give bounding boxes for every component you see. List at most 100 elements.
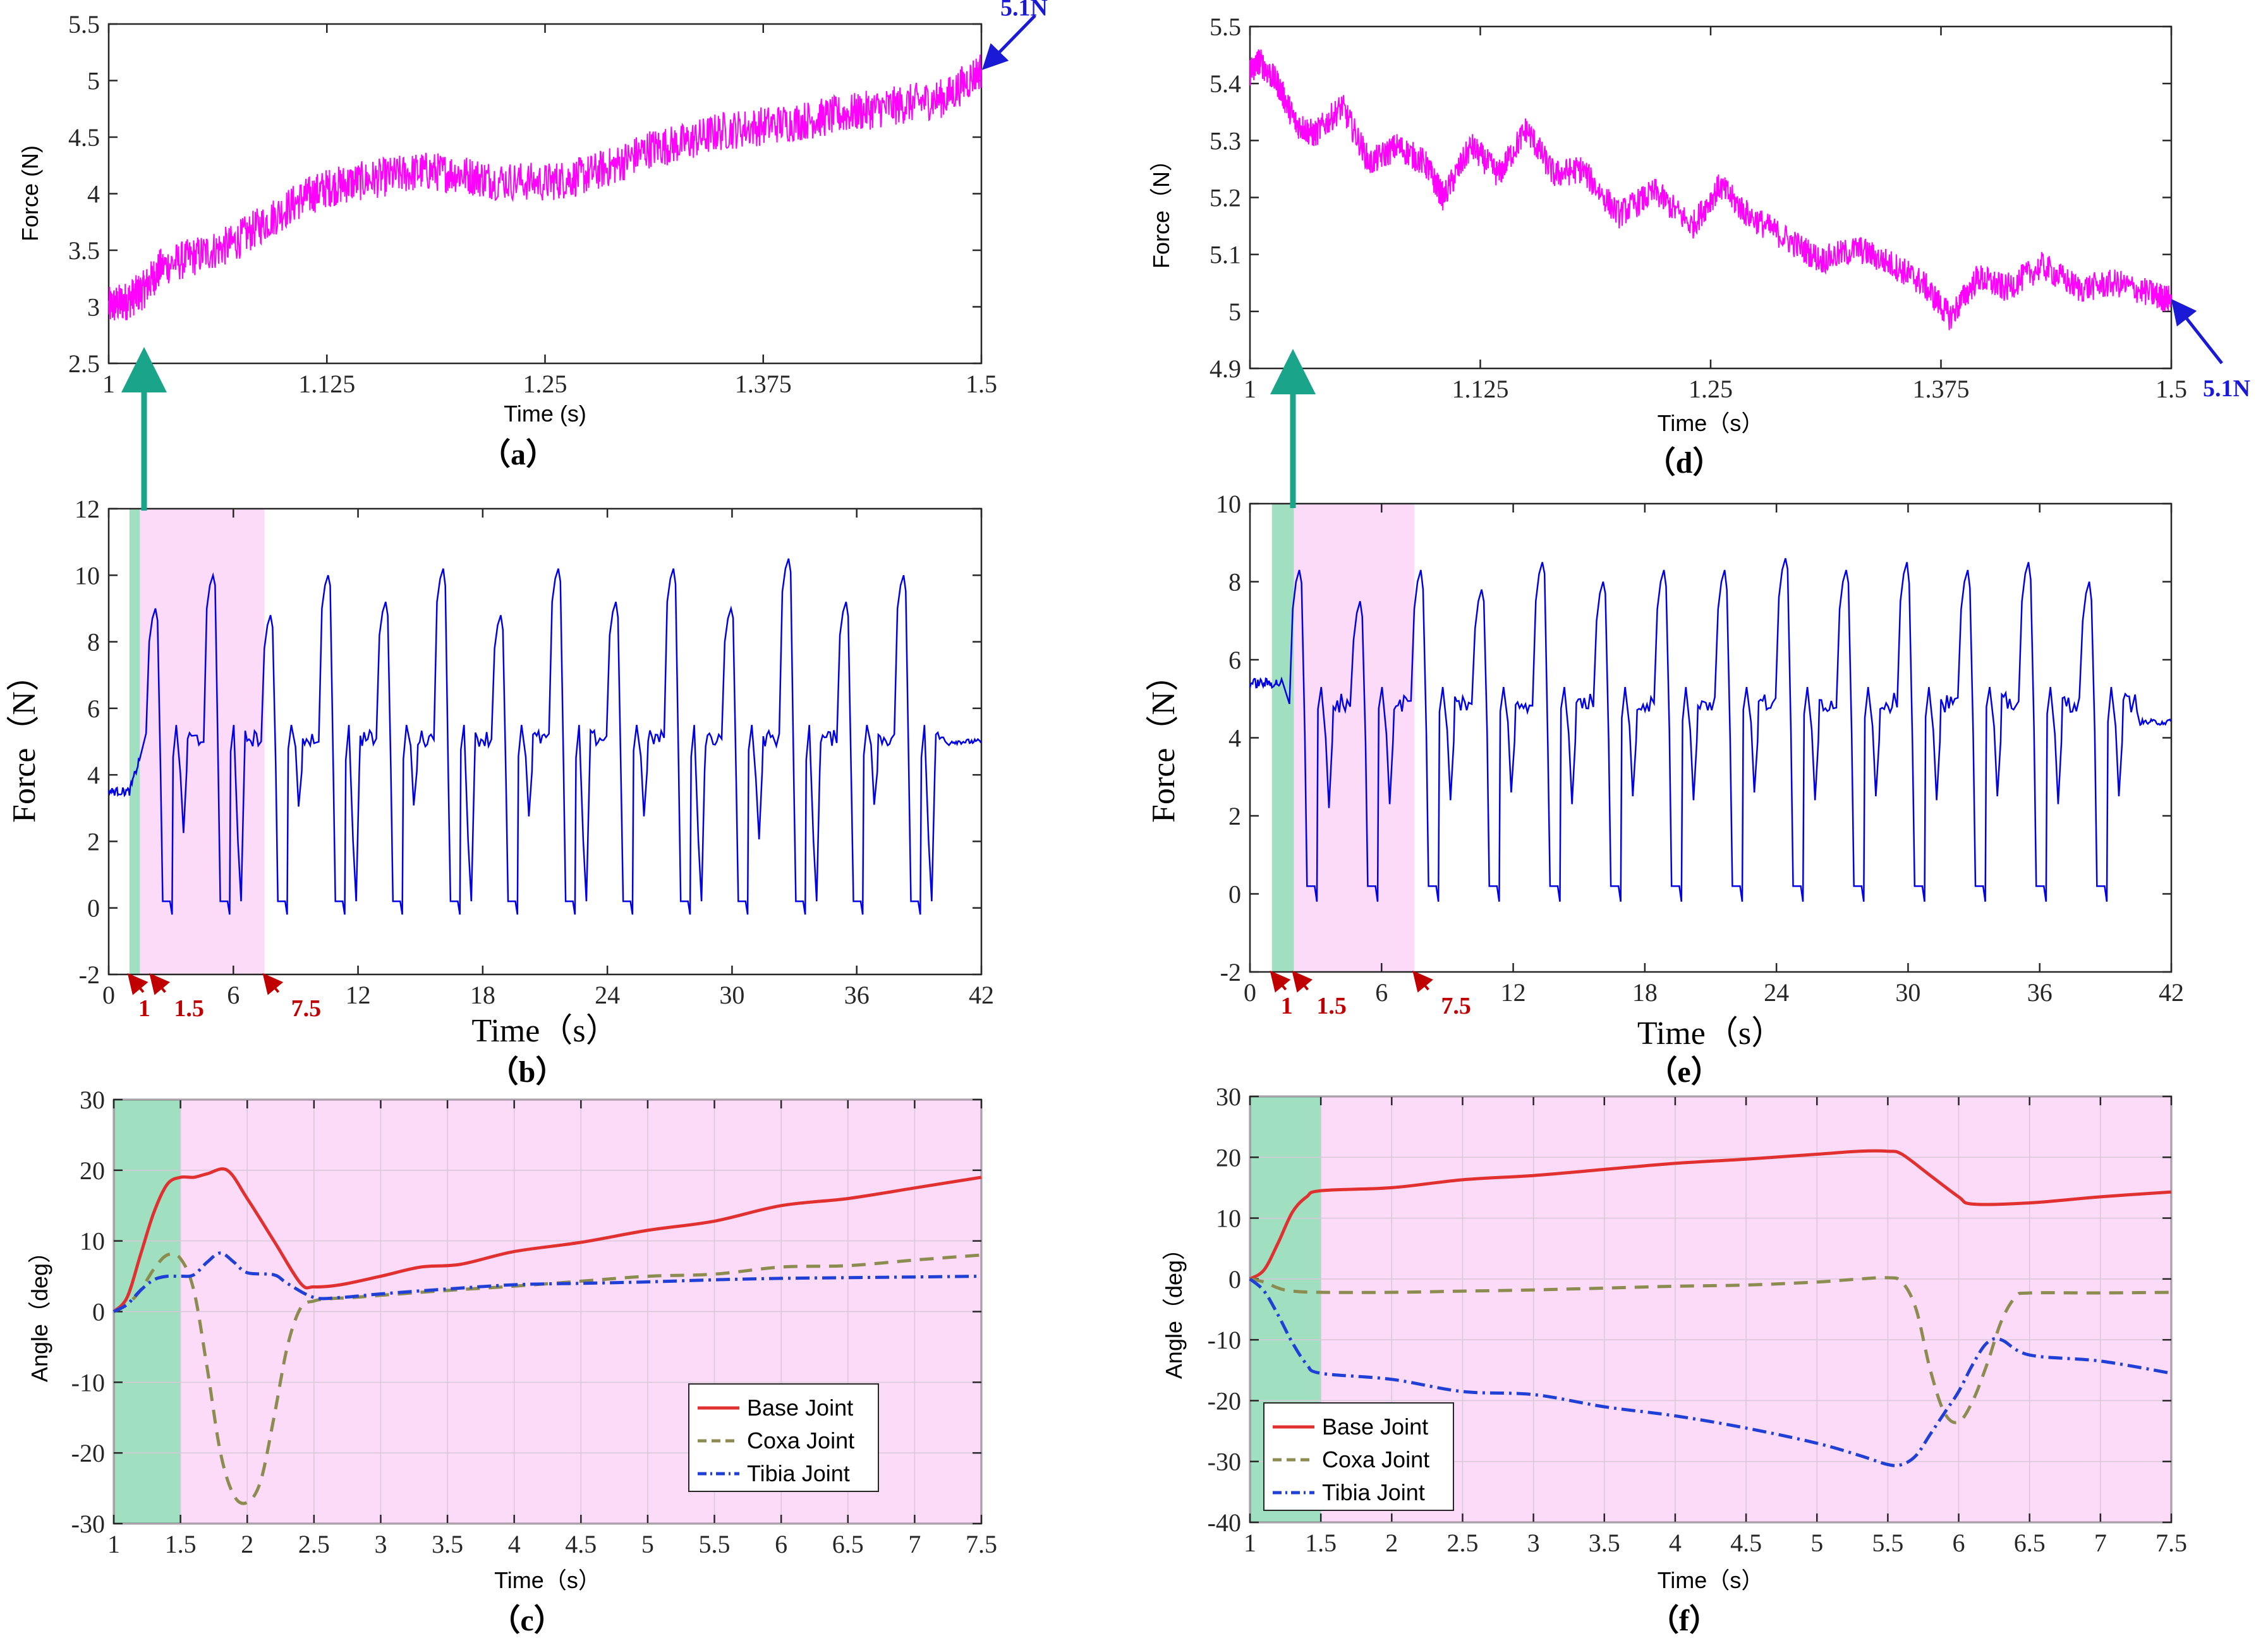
x-tick-label: 18 [1632,978,1658,1007]
highlight-green [1271,504,1294,972]
plot-frame [107,507,983,976]
x-tick-label: 3.5 [432,1530,463,1558]
y-tick-label: 10 [1216,490,1241,518]
marker-arrow [149,973,171,995]
x-tick-label: 6 [1375,978,1388,1007]
x-tick-label: 24 [595,981,620,1009]
x-tick-label: 4.5 [1730,1529,1762,1557]
panel-b: 0 6 12 18 24 30 36 42-2024681012Time（s）Force（N）… [6,495,994,1089]
y-tick-label: 0 [87,894,100,923]
x-tick-label: 7.5 [2156,1529,2187,1557]
y-tick-label: 3 [87,293,100,322]
x-tick-label: 4.5 [565,1530,597,1558]
marker-arrow [1292,970,1313,993]
force-series-line [1249,558,2172,902]
y-tick-label: 12 [75,495,100,523]
annotation-arrow [982,14,1036,70]
y-axis-label: Force（N） [6,658,42,823]
x-tick-label: 0 [102,981,115,1009]
panel-e: 0 6 12 18 24 30 36 42-20246810Time（s）Force（N）（e… [1146,490,2184,1089]
x-tick-label: 18 [470,981,495,1009]
marker-label: 1.5 [1316,993,1347,1019]
y-tick-label: 5 [1228,298,1241,326]
y-tick-label: 8 [87,628,100,657]
y-tick-label: -30 [1208,1448,1241,1476]
x-tick-label: 1.25 [1689,375,1733,403]
x-tick-label: 3 [1527,1529,1540,1557]
y-tick-label: 10 [80,1227,105,1256]
annotation-label: 5.1N [1000,0,1048,21]
x-tick-label: 36 [2027,978,2053,1007]
y-tick-label: 5.3 [1210,126,1241,155]
legend-label: Coxa Joint [1322,1447,1429,1472]
y-axis-label: Angle（deg） [27,1241,52,1382]
marker-arrow [262,973,284,995]
highlight-green [129,509,140,974]
x-tick-label: 5 [641,1530,654,1558]
y-axis-label: Force（N） [1146,658,1182,823]
x-tick-label: 1.375 [735,370,792,398]
y-tick-label: 0 [1228,880,1241,909]
x-tick-label: 36 [844,981,870,1009]
marker-label: 7.5 [1441,993,1471,1019]
x-tick-label: 42 [969,981,994,1009]
y-tick-label: 4.5 [68,123,100,152]
annotation-arrow [2171,298,2223,365]
y-tick-label: 2 [87,827,100,856]
legend-label: Base Joint [747,1395,853,1421]
marker-arrow [127,973,149,995]
x-tick-label: 7 [908,1530,921,1558]
series-line-coxa-joint [1249,1276,2172,1424]
x-tick-label: 12 [1501,978,1526,1007]
y-tick-label: 0 [1228,1265,1241,1294]
panel-label: （e） [1647,1055,1721,1089]
y-tick-label: -30 [71,1510,105,1538]
x-axis-label: Time（s） [1637,1016,1784,1052]
panel-f: 1 1.5 2 2.5 3 3.5 4 4.5 5 5.5 6 6.5 7 7.5 -40 -30 -20 -10… [1161,1083,2187,1637]
x-axis-label: Time（s） [471,1013,618,1049]
y-axis-label: Force（N） [1148,149,1174,269]
y-tick-label: 5 [87,67,100,95]
force-series-line [1249,49,2172,331]
x-tick-label: 42 [2159,978,2184,1007]
panel-d: 1 1.125 1.25 1.375 1.5 4.9 5 5.1 5.2 5.3 5.4 5.5 Tim… [1148,13,2250,480]
plot-frame [107,23,983,365]
x-tick-label: 2.5 [1446,1529,1478,1557]
x-tick-label: 6 [227,981,240,1009]
y-tick-label: 2 [1228,802,1241,830]
x-tick-label: 2 [241,1530,253,1558]
x-tick-label: 5.5 [699,1530,731,1558]
series-line-tibia-joint [112,1251,982,1313]
x-tick-label: 1.125 [1452,375,1509,403]
y-tick-label: -10 [1208,1326,1241,1354]
highlight-pink [1294,504,1415,972]
legend-label: Base Joint [1322,1414,1428,1440]
y-tick-label: 3.5 [68,236,100,265]
y-tick-label: 4 [1228,724,1241,753]
x-tick-label: 5 [1810,1529,1823,1557]
y-tick-label: 4 [87,761,100,789]
panel-label: （b） [488,1055,566,1089]
panels-group: 1 1.125 1.25 1.375 1.5 2.5 3 3.5 4 4.5 5 5.5 Time (s… [6,0,2250,1637]
x-tick-label: 6.5 [832,1530,864,1558]
x-tick-label: 7 [2094,1529,2107,1557]
marker-label: 7.5 [291,995,322,1022]
y-tick-label: 5.4 [1210,70,1241,98]
connector-arrows [121,347,1316,511]
y-tick-label: 5.2 [1210,184,1241,212]
x-tick-label: 2.5 [298,1530,330,1558]
y-tick-label: 30 [1216,1083,1241,1111]
x-tick-label: 24 [1764,978,1789,1007]
y-tick-label: -10 [71,1368,105,1397]
y-tick-label: 10 [1216,1204,1241,1233]
y-tick-label: -2 [1220,958,1241,986]
x-axis-label: Time (s) [504,401,586,427]
panel-c: 1 1.5 2 2.5 3 3.5 4 4.5 5 5.5 6 6.5 7 7.5 -30 -20 -10 0 10… [27,1086,997,1637]
x-tick-label: 6 [775,1530,787,1558]
x-axis-label: Time（s） [1658,410,1764,436]
x-tick-label: 7.5 [966,1530,997,1558]
marker-arrow [1270,970,1291,993]
panel-label: （a） [480,438,556,471]
x-tick-label: 30 [1895,978,1920,1007]
